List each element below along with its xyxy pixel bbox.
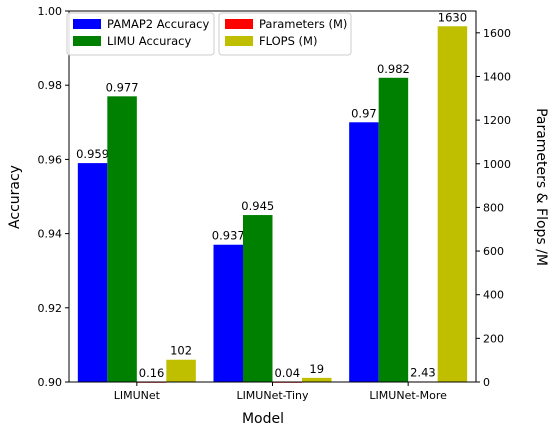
bar-pamap2-accuracy-limunet-tiny — [213, 244, 243, 382]
data-label: 2.43 — [410, 365, 436, 379]
plot-area: 0.959 0.937 0.97 0.977 0.945 0.982 0.16 0.04 2.4… — [76, 10, 468, 383]
right-y-tick-label: 1400 — [483, 70, 511, 83]
bar-flops-m-limunet-tiny — [302, 377, 332, 382]
data-label: 102 — [170, 344, 192, 358]
left-y-tick-label: 0.90 — [38, 376, 63, 389]
right-y-axis-title: Parameters & Flops /M — [533, 108, 549, 266]
legend-swatch — [225, 19, 253, 29]
bar-flops-m-limunet — [166, 359, 196, 382]
data-label: 1630 — [438, 10, 467, 24]
right-y-tick-label: 1200 — [483, 114, 511, 127]
left-y-axis-title: Accuracy — [7, 165, 23, 229]
right-y-tick-label: 600 — [483, 245, 504, 258]
bar-limu-accuracy-limunet — [107, 96, 137, 382]
right-y-tick-label: 800 — [483, 201, 504, 214]
data-label: 0.945 — [241, 199, 274, 213]
legend: PAMAP2 Accuracy LIMU Accuracy Parameters (… — [66, 12, 352, 56]
legend-label: PAMAP2 Accuracy — [107, 17, 209, 31]
left-y-tick-label: 0.92 — [38, 302, 63, 315]
right-y-tick-label: 1000 — [483, 158, 511, 171]
bar-flops-m-limunet-more — [437, 26, 468, 383]
legend-swatch — [73, 36, 101, 46]
right-y-tick-label: 0 — [483, 376, 490, 389]
data-label: 0.959 — [76, 147, 109, 161]
legend-label: Parameters (M) — [259, 17, 347, 31]
axes: 0.90 0.92 0.94 0.96 0.98 1.00 0 200 400 600 800 100… — [38, 5, 512, 402]
right-y-tick-label: 1600 — [483, 27, 511, 40]
legend-box — [66, 12, 215, 56]
left-y-tick-label: 0.98 — [38, 79, 63, 92]
left-y-tick-label: 0.96 — [38, 153, 63, 166]
legend-label: LIMU Accuracy — [107, 34, 191, 48]
x-axis-title: Model — [242, 411, 284, 427]
data-label: 0.97 — [351, 106, 377, 120]
bar-pamap2-accuracy-limunet-more — [349, 122, 379, 383]
x-tick-label: LIMUNet-Tiny — [236, 389, 309, 402]
left-y-tick-label: 0.94 — [38, 228, 63, 241]
x-tick-label: LIMUNet — [114, 389, 161, 402]
data-label: 0.04 — [274, 366, 300, 380]
data-label: 0.937 — [212, 229, 245, 243]
right-y-tick-label: 400 — [483, 289, 504, 302]
bar-pamap2-accuracy-limunet — [77, 163, 108, 382]
left-y-tick-label: 1.00 — [38, 5, 63, 18]
bar-limu-accuracy-limunet-more — [378, 77, 409, 382]
data-label: 0.16 — [139, 366, 165, 380]
data-label: 19 — [309, 362, 324, 376]
right-y-tick-label: 200 — [483, 332, 504, 345]
data-label: 0.977 — [106, 80, 139, 94]
x-tick-label: LIMUNet-More — [369, 389, 447, 402]
data-label: 0.982 — [377, 62, 410, 76]
bar-limu-accuracy-limunet-tiny — [243, 215, 273, 382]
legend-swatch — [73, 19, 101, 29]
legend-label: FLOPS (M) — [259, 34, 317, 48]
legend-swatch — [225, 36, 253, 46]
